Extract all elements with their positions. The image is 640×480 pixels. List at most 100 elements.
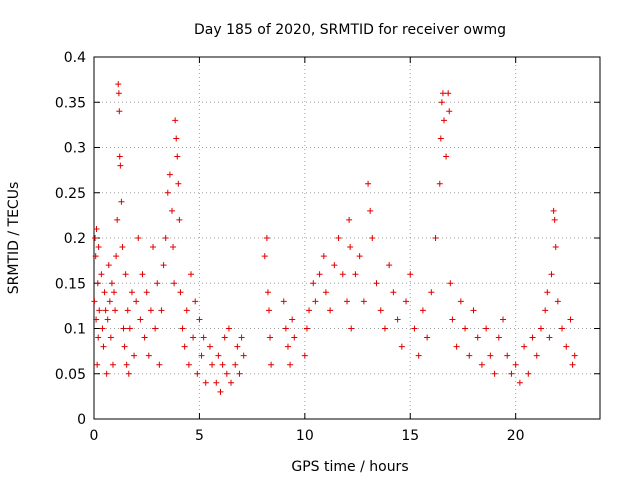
- data-point: [571, 352, 578, 359]
- data-point: [121, 343, 128, 350]
- data-point: [232, 361, 239, 368]
- data-point: [219, 361, 226, 368]
- data-point: [265, 307, 272, 314]
- data-point: [268, 361, 275, 368]
- data-point: [118, 198, 125, 205]
- data-point: [264, 289, 271, 296]
- data-point: [147, 307, 154, 314]
- data-point: [221, 334, 228, 341]
- data-point: [487, 352, 494, 359]
- data-point: [115, 90, 122, 97]
- data-point: [289, 316, 296, 323]
- data-point: [92, 253, 99, 260]
- data-point: [190, 334, 197, 341]
- data-point: [95, 244, 102, 251]
- data-point: [119, 244, 126, 251]
- data-point: [263, 235, 270, 241]
- data-point: [438, 99, 445, 106]
- data-point: [240, 352, 247, 359]
- data-series-srmtid: [91, 81, 578, 395]
- data-point: [390, 289, 397, 296]
- data-point: [162, 235, 169, 241]
- data-point: [181, 343, 188, 350]
- data-point: [552, 244, 559, 251]
- data-point: [567, 316, 574, 323]
- data-point: [177, 289, 184, 296]
- data-point: [135, 235, 142, 241]
- data-point: [103, 370, 110, 377]
- data-point: [525, 370, 532, 377]
- data-point: [533, 352, 540, 359]
- data-point: [238, 334, 245, 341]
- data-point: [280, 298, 287, 305]
- data-point: [267, 334, 274, 341]
- data-point: [179, 325, 186, 332]
- data-point: [236, 370, 243, 377]
- data-point: [107, 334, 114, 341]
- data-point: [542, 307, 549, 314]
- data-point: [445, 90, 452, 97]
- data-point: [284, 343, 291, 350]
- data-point: [474, 334, 481, 341]
- x-tick-label: 0: [90, 428, 99, 444]
- data-point: [483, 325, 490, 332]
- data-point: [234, 343, 241, 350]
- data-point: [114, 216, 121, 223]
- data-point: [143, 289, 150, 296]
- data-point: [116, 153, 123, 160]
- data-point: [546, 334, 553, 341]
- data-point: [495, 334, 502, 341]
- data-point: [470, 307, 477, 314]
- data-point: [94, 280, 101, 287]
- data-point: [105, 262, 112, 269]
- data-point: [173, 135, 180, 142]
- data-point: [202, 379, 209, 386]
- data-point: [158, 307, 165, 314]
- data-point: [131, 352, 138, 359]
- data-point: [282, 325, 289, 332]
- data-point: [172, 117, 179, 124]
- data-point: [403, 298, 410, 305]
- data-point: [437, 135, 444, 142]
- data-point: [209, 361, 216, 368]
- data-point: [113, 253, 120, 260]
- data-point: [94, 361, 101, 368]
- data-point: [356, 253, 363, 260]
- data-point: [123, 361, 130, 368]
- data-point: [443, 153, 450, 160]
- data-point: [411, 325, 418, 332]
- data-point: [261, 253, 268, 260]
- data-point: [424, 334, 431, 341]
- data-point: [339, 271, 346, 278]
- data-point: [457, 298, 464, 305]
- data-point: [217, 388, 224, 395]
- data-point: [112, 307, 119, 314]
- chart-title: Day 185 of 2020, SRMTID for receiver owm…: [194, 22, 506, 38]
- data-point: [398, 343, 405, 350]
- data-point: [171, 280, 178, 287]
- x-tick-label: 5: [195, 428, 204, 444]
- data-point: [419, 307, 426, 314]
- data-point: [116, 108, 123, 115]
- data-point: [160, 262, 167, 269]
- data-point: [196, 316, 203, 323]
- x-tick-label: 10: [296, 428, 314, 444]
- data-point: [225, 325, 232, 332]
- data-point: [563, 343, 570, 350]
- data-point: [449, 316, 456, 323]
- data-point: [301, 352, 308, 359]
- data-point: [559, 325, 566, 332]
- data-point: [111, 289, 118, 296]
- data-point: [335, 235, 342, 241]
- data-point: [93, 316, 100, 323]
- data-point: [228, 379, 235, 386]
- data-point: [183, 307, 190, 314]
- data-point: [92, 235, 99, 241]
- y-tick-label: 0.2: [64, 231, 86, 247]
- data-point: [176, 216, 183, 223]
- data-point: [453, 343, 460, 350]
- data-point: [548, 271, 555, 278]
- data-point: [102, 307, 109, 314]
- data-point: [95, 334, 102, 341]
